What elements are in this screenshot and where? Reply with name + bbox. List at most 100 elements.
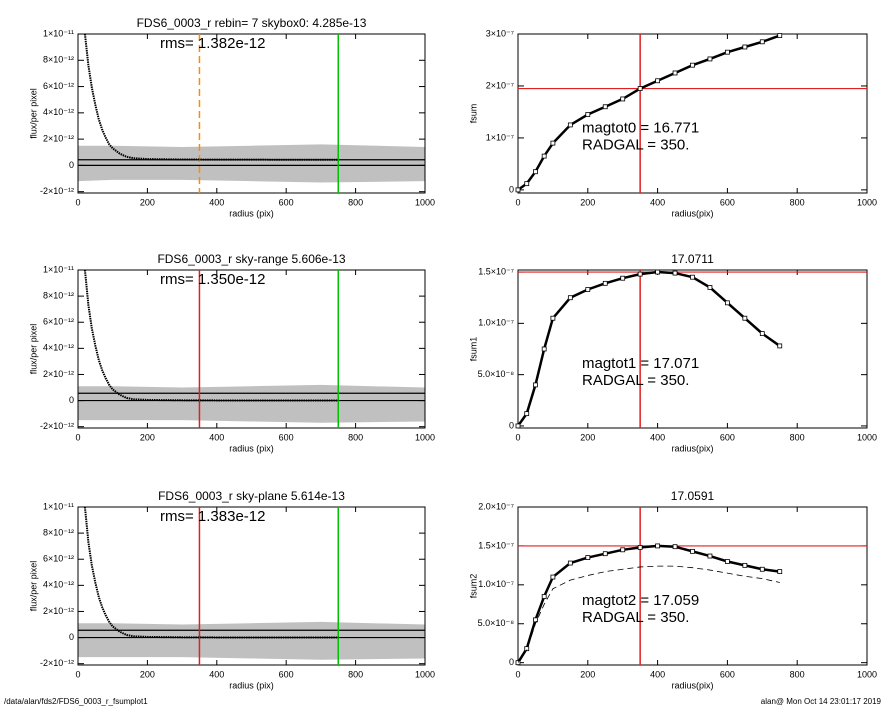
x-tick-label: 600 xyxy=(279,669,294,679)
y-tick-label: 5.0×10⁻⁸ xyxy=(478,369,515,379)
y-tick-label: 1.0×10⁻⁷ xyxy=(478,579,514,589)
plot-frame xyxy=(517,506,868,666)
x-tick-label: 1000 xyxy=(857,669,877,679)
fsum-line xyxy=(518,34,781,191)
x-tick-label: 400 xyxy=(209,669,224,679)
annotation: magtot1 = 17.071 xyxy=(582,355,699,372)
annotation: magtot2 = 17.059 xyxy=(582,592,699,609)
plot-frame xyxy=(517,33,868,194)
chart-title: FDS6_0003_r sky-range 5.606e-13 xyxy=(157,252,345,266)
fsum-point xyxy=(742,562,748,568)
fsum-point xyxy=(655,543,660,549)
y-tick-label: 4×10⁻¹² xyxy=(43,343,74,353)
y-axis-label: fsum2 xyxy=(468,574,478,599)
x-tick-label: 0 xyxy=(75,669,80,679)
y-tick-label: 6×10⁻¹² xyxy=(43,554,74,564)
profile-points xyxy=(83,507,339,639)
profile-points xyxy=(83,34,339,161)
fsum-point xyxy=(742,44,748,50)
y-tick-label: -2×10⁻¹² xyxy=(40,658,74,668)
footer-stamp: alan@ Mon Oct 14 23:01:17 2019 xyxy=(761,697,882,706)
y-axis-label: flux/per pixel xyxy=(28,324,38,375)
x-tick-label: 200 xyxy=(140,669,155,679)
x-tick-label: 800 xyxy=(790,669,805,679)
y-tick-label: 1×10⁻¹¹ xyxy=(43,264,74,274)
plot-frame xyxy=(77,33,426,194)
x-tick-label: 1000 xyxy=(857,197,877,207)
x-tick-label: 800 xyxy=(348,669,363,679)
fsum-point xyxy=(585,555,591,560)
fsum-point xyxy=(541,346,547,352)
y-tick-label: 8×10⁻¹² xyxy=(43,527,74,537)
y-tick-label: 6×10⁻¹² xyxy=(43,81,74,91)
plot-frame xyxy=(77,269,426,429)
scatter-cloud xyxy=(78,144,425,183)
y-tick-label: 0 xyxy=(509,657,514,667)
y-tick-label: 2×10⁻¹² xyxy=(43,606,74,616)
y-tick-label: 0 xyxy=(509,184,514,194)
x-tick-label: 1000 xyxy=(415,197,435,207)
plot-frame xyxy=(517,269,868,429)
x-tick-label: 0 xyxy=(75,432,80,442)
x-tick-label: 400 xyxy=(650,432,665,442)
x-tick-label: 400 xyxy=(650,669,665,679)
x-tick-label: 0 xyxy=(515,197,520,207)
y-tick-label: 1.5×10⁻⁷ xyxy=(478,266,514,276)
fsum-point xyxy=(672,270,678,276)
fsum-point xyxy=(550,140,556,146)
fsum-point xyxy=(707,553,713,559)
fsum-point xyxy=(777,33,783,38)
annotation: RADGAL = 350. xyxy=(582,372,689,389)
y-tick-label: 8×10⁻¹² xyxy=(43,290,74,300)
y-tick-label: 4×10⁻¹² xyxy=(43,107,74,117)
x-tick-label: 800 xyxy=(790,197,805,207)
x-tick-label: 600 xyxy=(279,432,294,442)
y-tick-label: 1.0×10⁻⁷ xyxy=(478,318,514,328)
x-tick-label: 600 xyxy=(279,197,294,207)
x-axis-label: radius(pix) xyxy=(671,443,713,453)
y-axis-label: fsum xyxy=(468,104,478,124)
fsum-point xyxy=(655,269,660,275)
x-tick-label: 400 xyxy=(209,432,224,442)
y-tick-label: 0 xyxy=(69,632,74,642)
x-axis-label: radius(pix) xyxy=(671,208,713,218)
fsum-point xyxy=(524,411,530,417)
fsum-point xyxy=(550,315,556,321)
y-tick-label: 8×10⁻¹² xyxy=(43,55,74,65)
x-tick-label: 400 xyxy=(209,197,224,207)
fsum-point xyxy=(620,547,626,553)
fsum-point xyxy=(533,382,538,388)
fsum-point xyxy=(690,274,695,280)
fsum-point xyxy=(515,423,521,429)
fsum-point xyxy=(533,617,538,623)
fsum-point xyxy=(759,566,765,572)
scatter-cloud xyxy=(78,384,425,423)
fsum-line xyxy=(518,270,781,427)
y-tick-label: 3×10⁻⁷ xyxy=(486,28,514,38)
fsum-point xyxy=(637,271,643,277)
y-tick-label: 2×10⁻¹² xyxy=(43,369,74,379)
x-axis-label: radius (pix) xyxy=(229,208,274,218)
fsum-point xyxy=(655,78,660,84)
annotation: RADGAL = 350. xyxy=(582,136,689,153)
fsum-point xyxy=(707,56,713,62)
x-tick-label: 1000 xyxy=(857,432,877,442)
y-tick-label: 2.0×10⁻⁷ xyxy=(478,501,514,511)
fsum-point xyxy=(524,181,530,187)
y-axis-label: flux/per pixel xyxy=(28,561,38,612)
y-tick-label: 1×10⁻⁷ xyxy=(486,132,514,142)
y-tick-label: 2×10⁻¹² xyxy=(43,133,74,143)
x-tick-label: 200 xyxy=(140,432,155,442)
x-axis-label: radius (pix) xyxy=(229,443,274,453)
fsum-point xyxy=(777,343,783,349)
x-tick-label: 400 xyxy=(650,197,665,207)
x-tick-label: 600 xyxy=(720,197,735,207)
fsum-point xyxy=(620,275,626,281)
y-tick-label: 0 xyxy=(509,420,514,430)
fsum-point xyxy=(672,544,678,550)
chart-title: FDS6_0003_r rebin= 7 skybox0: 4.285e-13 xyxy=(137,16,367,30)
fsum-point xyxy=(637,86,643,91)
y-tick-label: 0 xyxy=(69,395,74,405)
y-tick-label: 2×10⁻⁷ xyxy=(486,80,514,90)
x-tick-label: 800 xyxy=(348,197,363,207)
